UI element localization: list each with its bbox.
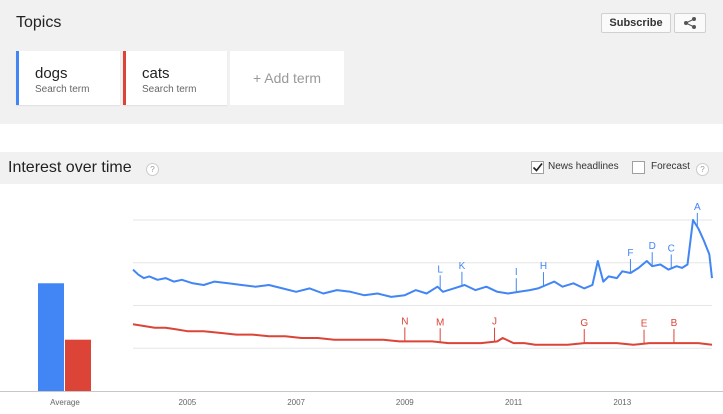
annotation-label[interactable]: I — [515, 267, 518, 278]
add-term-button[interactable]: + Add term — [230, 51, 344, 105]
annotation-label[interactable]: N — [401, 316, 408, 327]
average-bar-cats — [65, 339, 91, 391]
share-button[interactable] — [674, 13, 706, 33]
annotation-label[interactable]: K — [459, 261, 466, 272]
series-line-dogs — [132, 219, 713, 298]
annotation-label[interactable]: B — [671, 318, 678, 329]
term-type: Search term — [35, 84, 90, 95]
topics-panel: Topics Subscribe dogs Search term cats S… — [0, 0, 723, 124]
annotation-label[interactable]: H — [540, 261, 547, 272]
interest-over-time-header: Interest over time ? News headlines Fore… — [0, 152, 723, 184]
annotation-label[interactable]: E — [641, 319, 648, 330]
topics-title: Topics — [16, 14, 62, 31]
x-tick-label: 2005 — [178, 398, 196, 407]
subscribe-button[interactable]: Subscribe — [601, 13, 671, 33]
x-tick-label: 2009 — [396, 398, 414, 407]
news-headlines-checkbox[interactable] — [531, 161, 544, 174]
annotation-label[interactable]: M — [436, 317, 444, 328]
annotation-label[interactable]: D — [649, 241, 656, 252]
x-tick-label: 2013 — [613, 398, 631, 407]
forecast-checkbox[interactable] — [632, 161, 645, 174]
x-tick-label: 2011 — [505, 398, 523, 407]
share-icon — [684, 17, 696, 29]
annotation-label[interactable]: G — [580, 318, 588, 329]
term-name: cats — [142, 65, 170, 82]
annotation-label[interactable]: C — [668, 243, 675, 254]
average-label: Average — [50, 398, 80, 407]
term-card-cats[interactable]: cats Search term — [123, 51, 227, 105]
section-title: Interest over time — [8, 159, 132, 176]
series-line-cats — [132, 323, 713, 346]
annotation-label[interactable]: F — [627, 248, 633, 259]
help-icon[interactable]: ? — [146, 163, 159, 176]
annotation-label[interactable]: L — [437, 264, 443, 275]
news-headlines-label: News headlines — [548, 161, 619, 172]
annotation-label[interactable]: J — [492, 317, 497, 328]
checkmark-icon — [532, 163, 543, 172]
average-bar-dogs — [38, 283, 64, 391]
term-type: Search term — [142, 84, 197, 95]
x-tick-label: 2007 — [287, 398, 305, 407]
term-name: dogs — [35, 65, 68, 82]
forecast-help-icon[interactable]: ? — [696, 163, 709, 176]
annotation-label[interactable]: A — [694, 202, 701, 213]
forecast-label: Forecast — [651, 161, 690, 172]
term-card-dogs[interactable]: dogs Search term — [16, 51, 120, 105]
interest-chart: Average L K I H F D C A N M J G E B 2005 2007 2009 2011 2… — [0, 202, 723, 407]
